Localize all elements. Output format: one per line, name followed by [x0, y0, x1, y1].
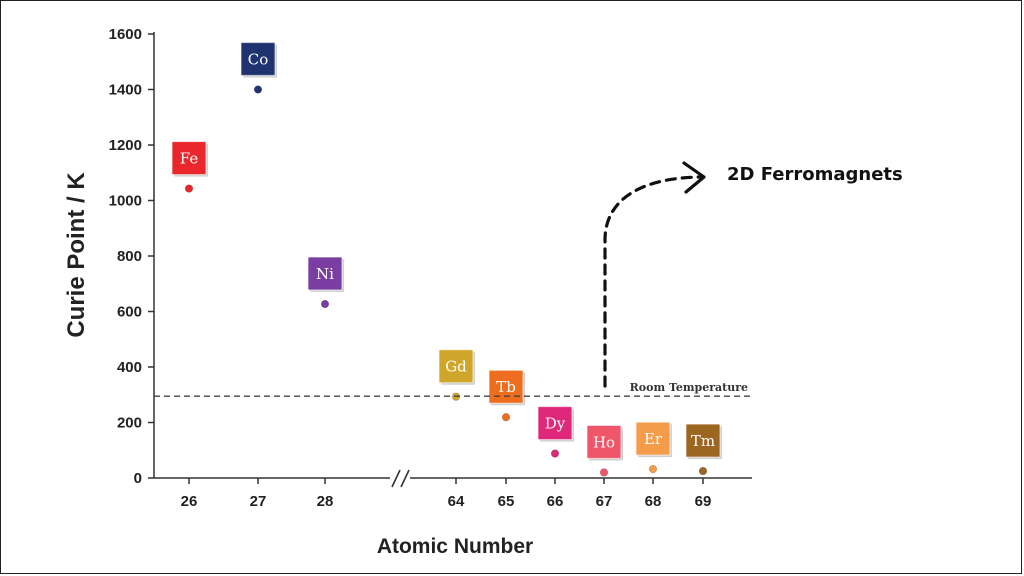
- y-tick-label-800: 800: [117, 248, 142, 265]
- x-tick-label-27: 27: [250, 493, 267, 510]
- data-point-ho: Ho: [586, 424, 623, 477]
- y-tick-label-0: 0: [134, 470, 142, 487]
- element-box-er: [635, 421, 671, 456]
- dashed-arrow-shaft: [603, 175, 702, 388]
- element-box-ho: [586, 424, 622, 460]
- point-dot-tm: [698, 466, 708, 476]
- data-point-er: Er: [635, 421, 672, 474]
- y-tick-label-600: 600: [117, 304, 142, 321]
- point-dot-co: [253, 85, 263, 94]
- element-box-tm: [685, 423, 721, 458]
- element-label-ho: Ho: [593, 433, 615, 451]
- data-point-tb: Tb: [488, 369, 525, 422]
- x-tick-label-68: 68: [645, 493, 662, 510]
- annotation-2d-ferromagnets: 2D Ferromagnets: [727, 164, 903, 185]
- point-dot-ni: [320, 299, 330, 309]
- x-tick-label-26: 26: [181, 493, 198, 510]
- point-dot-tb: [501, 413, 511, 422]
- axis-break-slash-1: [391, 469, 401, 488]
- x-tick-label-66: 66: [547, 493, 564, 510]
- element-label-tm: Tm: [691, 432, 715, 450]
- y-tick-label-1400: 1400: [109, 82, 142, 99]
- element-box-dy: [537, 405, 573, 441]
- element-box-fe: [171, 140, 207, 176]
- x-tick-label-64: 64: [448, 493, 465, 510]
- element-box-ni: [307, 256, 343, 291]
- y-tick-label-1000: 1000: [109, 193, 142, 210]
- element-label-fe: Fe: [180, 150, 199, 168]
- data-point-fe: Fe: [171, 140, 208, 193]
- x-tick-label-28: 28: [317, 493, 334, 510]
- element-label-tb: Tb: [496, 378, 516, 396]
- point-dot-ho: [599, 468, 609, 477]
- dashed-arrow-head: [682, 161, 706, 194]
- data-point-dy: Dy: [537, 405, 574, 458]
- element-label-ni: Ni: [316, 265, 334, 283]
- data-point-ni: Ni: [307, 256, 344, 309]
- y-tick-label-1600: 1600: [109, 26, 142, 43]
- point-dot-fe: [184, 184, 194, 193]
- x-axis-break-marker: [391, 469, 410, 488]
- point-dot-dy: [550, 449, 560, 458]
- y-tick-label-200: 200: [117, 415, 142, 432]
- data-point-gd: Gd: [438, 349, 475, 401]
- y-tick-label-400: 400: [117, 359, 142, 376]
- point-dot-er: [648, 465, 658, 474]
- room-temperature-label: Room Temperature: [630, 381, 748, 394]
- element-box-co: [240, 41, 276, 77]
- data-point-tm: Tm: [685, 423, 722, 476]
- y-tick-label-1200: 1200: [109, 137, 142, 154]
- y-axis-title: Curie Point / K: [63, 172, 90, 338]
- x-tick-label-67: 67: [596, 493, 613, 510]
- element-label-dy: Dy: [545, 415, 566, 433]
- element-box-gd: [438, 349, 474, 384]
- data-point-co: Co: [240, 41, 277, 94]
- element-label-gd: Gd: [445, 358, 467, 376]
- x-tick-label-65: 65: [498, 493, 515, 510]
- axis-break-slash-2: [400, 469, 410, 488]
- x-axis-title: Atomic Number: [377, 535, 533, 558]
- element-label-er: Er: [644, 430, 663, 448]
- element-box-tb: [488, 369, 524, 404]
- x-tick-label-69: 69: [695, 493, 712, 510]
- element-label-co: Co: [248, 51, 269, 69]
